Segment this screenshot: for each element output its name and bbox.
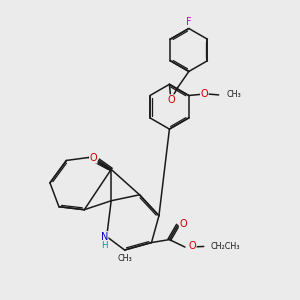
Text: CH₃: CH₃ bbox=[226, 90, 241, 99]
Text: CH₃: CH₃ bbox=[117, 254, 132, 263]
Text: O: O bbox=[167, 95, 175, 105]
Text: H: H bbox=[101, 241, 108, 250]
Text: O: O bbox=[89, 153, 97, 163]
Text: F: F bbox=[186, 17, 192, 27]
Text: O: O bbox=[179, 219, 187, 229]
Text: N: N bbox=[100, 232, 108, 242]
Text: O: O bbox=[200, 89, 208, 99]
Text: O: O bbox=[188, 242, 196, 251]
Text: CH₂CH₃: CH₂CH₃ bbox=[211, 242, 240, 251]
